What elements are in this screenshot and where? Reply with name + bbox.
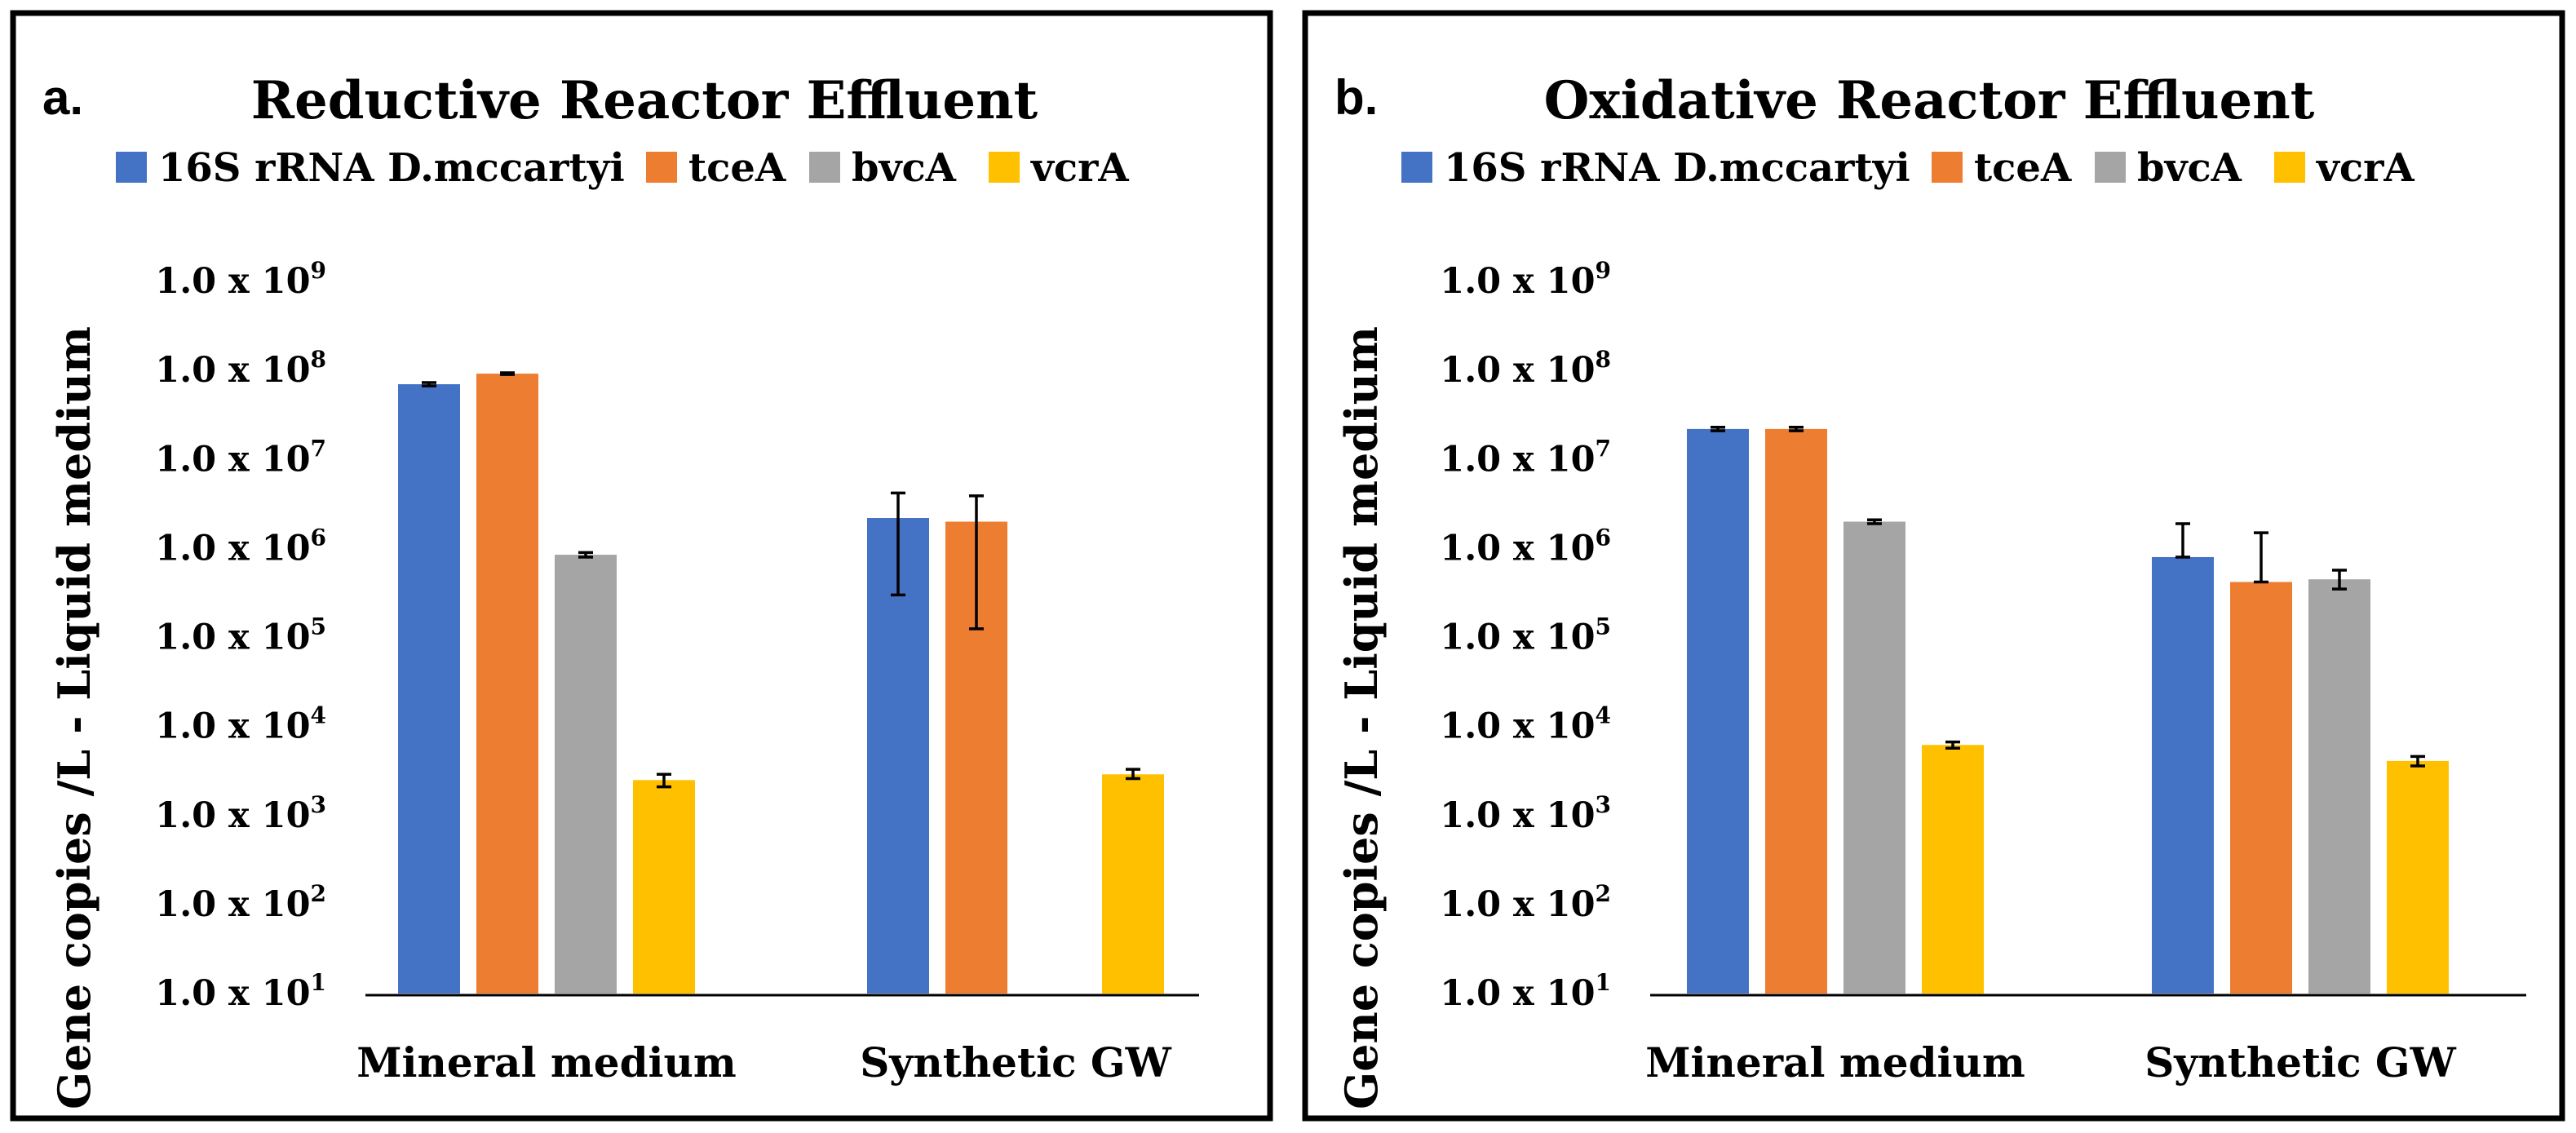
y-tick-label: 1.0 x 102 <box>1440 880 1611 925</box>
panel-b-legend: 16S rRNA D.mccartyi tceA bvcA vcrA <box>1401 145 2414 191</box>
y-tick-label: 1.0 x 103 <box>1440 791 1611 836</box>
bar <box>2230 582 2292 994</box>
panel-a: a. Reductive Reactor Effluent 16S rRNA D… <box>10 10 1273 1122</box>
legend-label: 16S rRNA D.mccartyi <box>1444 145 1910 191</box>
bar <box>1687 428 1749 994</box>
legend-swatch <box>1401 152 1432 183</box>
panel-a-bars <box>398 374 1164 994</box>
x-category-label: Mineral medium <box>1645 1038 2025 1087</box>
panel-a-y-axis-label: Gene copies /L - Liquid medium <box>48 326 100 1109</box>
y-tick-label: 1.0 x 104 <box>155 702 326 747</box>
bar <box>1102 774 1164 994</box>
legend-label: 16S rRNA D.mccartyi <box>158 145 625 191</box>
bar <box>867 518 929 994</box>
y-tick-label: 1.0 x 107 <box>1440 435 1611 480</box>
legend-label: bvcA <box>852 145 957 191</box>
y-tick-label: 1.0 x 101 <box>155 969 326 1014</box>
panel-a-title: Reductive Reactor Effluent <box>251 70 1038 131</box>
legend-swatch <box>989 152 1020 183</box>
y-tick-label: 1.0 x 104 <box>1440 702 1611 747</box>
y-tick-label: 1.0 x 109 <box>1440 257 1611 302</box>
y-tick-label: 1.0 x 101 <box>1440 969 1611 1014</box>
y-tick-label: 1.0 x 105 <box>155 613 326 658</box>
y-tick-label: 1.0 x 108 <box>155 346 326 391</box>
y-tick-label: 1.0 x 108 <box>1440 346 1611 391</box>
legend-swatch <box>116 152 147 183</box>
x-category-label: Mineral medium <box>356 1038 737 1087</box>
legend-label: bvcA <box>2137 145 2242 191</box>
bar <box>2308 579 2370 994</box>
bar <box>633 780 695 994</box>
panel-a-y-ticks: 1.0 x 101 1.0 x 102 1.0 x 103 1.0 x 104 1.0 … <box>155 257 326 1014</box>
bar <box>476 374 538 994</box>
panel-b-x-categories: Mineral medium Synthetic GW <box>1645 1038 2456 1087</box>
panel-b-error-bars <box>1711 426 2425 768</box>
y-tick-label: 1.0 x 106 <box>155 524 326 569</box>
legend-swatch <box>646 152 677 183</box>
panel-a-label: a. <box>42 70 83 125</box>
bar <box>1843 521 1905 994</box>
legend-swatch <box>2274 152 2305 183</box>
bar <box>398 384 460 994</box>
bar <box>555 555 617 994</box>
y-tick-label: 1.0 x 106 <box>1440 524 1611 569</box>
y-tick-label: 1.0 x 102 <box>155 880 326 925</box>
y-tick-label: 1.0 x 103 <box>155 791 326 836</box>
legend-swatch <box>809 152 840 183</box>
legend-label: tceA <box>688 145 786 191</box>
panel-b-y-axis-label: Gene copies /L - Liquid medium <box>1335 326 1388 1109</box>
bar <box>1765 428 1827 994</box>
y-tick-label: 1.0 x 109 <box>155 257 326 302</box>
bar <box>2387 760 2449 994</box>
x-category-label: Synthetic GW <box>860 1038 1171 1087</box>
bar <box>1922 745 1984 994</box>
legend-label: vcrA <box>2316 145 2414 191</box>
legend-label: tceA <box>1974 145 2072 191</box>
x-category-label: Synthetic GW <box>2144 1038 2456 1087</box>
legend-swatch <box>1932 152 1963 183</box>
panel-b-title: Oxidative Reactor Effluent <box>1544 70 2315 131</box>
panel-b-label: b. <box>1334 70 1378 125</box>
y-tick-label: 1.0 x 105 <box>1440 613 1611 658</box>
y-tick-label: 1.0 x 107 <box>155 435 326 480</box>
panel-b-bars <box>1687 428 2449 994</box>
panel-b: b. Oxidative Reactor Effluent 16S rRNA D… <box>1302 10 2565 1122</box>
panel-a-legend: 16S rRNA D.mccartyi tceA bvcA vcrA <box>116 145 1129 191</box>
panel-a-error-bars <box>422 371 1140 789</box>
panel-b-y-ticks: 1.0 x 101 1.0 x 102 1.0 x 103 1.0 x 104 1.0 … <box>1440 257 1611 1014</box>
panel-a-x-categories: Mineral medium Synthetic GW <box>356 1038 1171 1087</box>
legend-swatch <box>2095 152 2126 183</box>
legend-label: vcrA <box>1030 145 1129 191</box>
bar <box>2152 556 2214 994</box>
